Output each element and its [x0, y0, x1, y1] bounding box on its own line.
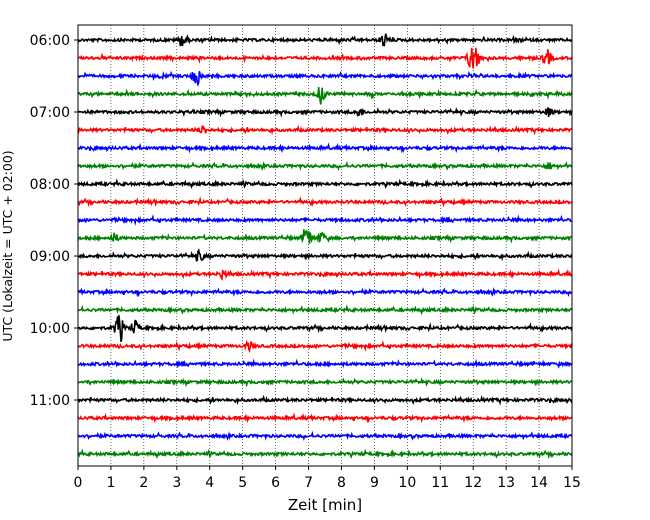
trace-line	[77, 178, 573, 190]
plot-frame	[77, 24, 573, 467]
x-axis-ticks: 0 1 2 3 4 5 6 7 8 9 10 11 12 13 14 15	[74, 466, 581, 491]
x-tick-label: 6	[271, 475, 280, 491]
trace-line	[77, 196, 573, 208]
trace-line	[77, 412, 573, 424]
y-axis-ticks: 06:00 07:00 08:00 09:00 10:00 11:00	[30, 33, 78, 409]
x-tick-label: 0	[74, 475, 83, 491]
trace-line	[77, 70, 573, 87]
x-tick-label: 2	[139, 475, 148, 491]
y-tick-label: 09:00	[30, 249, 70, 265]
trace-line	[77, 248, 573, 262]
x-tick-label: 11	[431, 475, 449, 491]
x-tick-label: 7	[304, 475, 313, 491]
y-tick-label: 11:00	[30, 393, 70, 409]
trace-line	[77, 394, 573, 406]
trace-line	[77, 339, 573, 354]
x-tick-label: 3	[172, 475, 181, 491]
trace-line	[77, 376, 573, 388]
trace-line	[77, 229, 573, 244]
x-tick-label: 8	[337, 475, 346, 491]
y-axis-label: UTC (Lokalzeit = UTC + 02:00)	[0, 150, 15, 341]
trace-line	[77, 124, 573, 136]
trace-line	[77, 358, 573, 369]
trace-line	[77, 286, 573, 298]
trace-line	[77, 87, 573, 105]
trace-line	[77, 304, 573, 316]
y-tick-label: 07:00	[30, 105, 70, 121]
trace-line	[77, 268, 573, 282]
trace-line	[77, 430, 573, 442]
trace-rows	[77, 33, 573, 460]
trace-line	[77, 142, 573, 154]
x-tick-label: 10	[398, 475, 416, 491]
y-tick-label: 08:00	[30, 177, 70, 193]
x-axis-label: Zeit [min]	[288, 496, 362, 514]
trace-line	[77, 448, 573, 460]
y-tick-label: 06:00	[30, 33, 70, 49]
trace-line	[77, 214, 572, 226]
y-tick-label: 10:00	[30, 321, 70, 337]
trace-line	[77, 106, 573, 118]
x-tick-label: 13	[497, 475, 515, 491]
x-tick-label: 14	[530, 475, 548, 491]
x-tick-label: 5	[238, 475, 247, 491]
x-tick-label: 4	[205, 475, 214, 491]
trace-line	[77, 160, 573, 172]
trace-line	[77, 47, 573, 69]
x-tick-label: 1	[106, 475, 115, 491]
x-tick-label: 12	[464, 475, 482, 491]
trace-line	[77, 33, 573, 47]
x-tick-label: 9	[370, 475, 379, 491]
x-tick-label: 15	[563, 475, 581, 491]
trace-line	[77, 315, 573, 342]
